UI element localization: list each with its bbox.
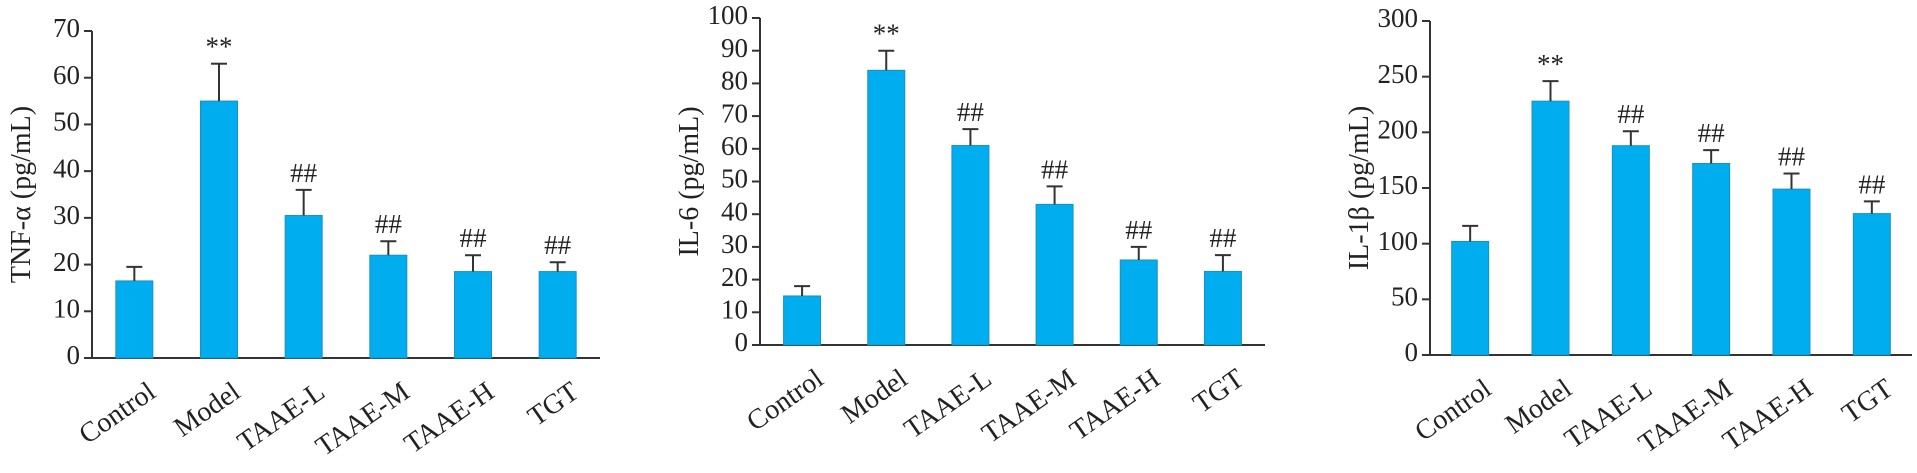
y-tick-label: 80 — [721, 66, 748, 96]
x-tick-label: TGT — [1188, 363, 1250, 420]
y-tick-label: 300 — [1378, 3, 1419, 33]
bar — [1451, 240, 1490, 356]
y-tick-label: 0 — [67, 340, 81, 370]
bar — [1852, 213, 1891, 356]
significance-label: ** — [206, 32, 233, 62]
significance-label: ## — [1778, 142, 1806, 172]
x-tick-label: Control — [73, 376, 161, 451]
y-tick-label: 90 — [721, 33, 748, 63]
bar — [369, 254, 408, 359]
y-axis-label: IL-6 (pg/mL) — [674, 106, 705, 256]
y-tick-label: 50 — [721, 164, 748, 194]
bar — [454, 271, 492, 359]
x-tick-label: TGT — [1836, 373, 1898, 430]
x-tick-label: TAAE-H — [1064, 363, 1165, 447]
y-axis-label: TNF-α (pg/mL) — [6, 106, 37, 283]
y-axis-label: IL-1β (pg/mL) — [1344, 106, 1375, 270]
significance-label: ## — [375, 209, 403, 239]
bar — [1692, 163, 1731, 356]
bar — [200, 100, 238, 359]
bar — [1203, 270, 1242, 346]
bar — [1119, 259, 1158, 346]
x-tick-label: Control — [1409, 373, 1497, 448]
y-tick-label: 50 — [1391, 282, 1418, 312]
bar — [115, 280, 154, 359]
y-tick-label: 200 — [1378, 115, 1419, 145]
y-tick-label: 250 — [1378, 59, 1419, 89]
y-tick-label: 60 — [53, 60, 80, 90]
y-tick-label: 10 — [53, 293, 80, 323]
x-tick-label: TAAE-H — [1717, 373, 1818, 457]
y-tick-label: 150 — [1378, 170, 1419, 200]
y-tick-label: 40 — [721, 196, 748, 226]
significance-label: ## — [1698, 118, 1726, 148]
y-tick-label: 20 — [721, 262, 748, 292]
bar — [867, 69, 906, 346]
y-tick-label: 0 — [735, 327, 749, 357]
y-tick-label: 100 — [1378, 226, 1419, 256]
y-tick-label: 40 — [53, 153, 80, 183]
y-tick-label: 100 — [708, 0, 749, 30]
y-tick-label: 70 — [53, 13, 80, 43]
bar — [1531, 100, 1570, 356]
significance-label: ## — [290, 158, 318, 188]
significance-label: ## — [1125, 215, 1153, 245]
significance-label: ## — [1617, 99, 1645, 129]
x-tick-label: TAAE-M — [976, 363, 1081, 450]
y-tick-label: 30 — [53, 200, 80, 230]
significance-label: ## — [544, 230, 572, 260]
significance-label: ** — [873, 19, 900, 49]
bar — [284, 215, 323, 359]
bar — [783, 295, 822, 346]
x-tick-label: Control — [741, 363, 829, 438]
bar — [1611, 145, 1650, 356]
x-tick-label: TGT — [522, 376, 584, 433]
significance-label: ** — [1537, 49, 1564, 79]
y-tick-label: 50 — [53, 107, 80, 137]
x-tick-label: TAAE-M — [310, 376, 415, 463]
y-tick-label: 0 — [1405, 337, 1419, 367]
y-tick-label: 60 — [721, 131, 748, 161]
bar — [1772, 188, 1811, 356]
x-tick-label: TAAE-H — [399, 376, 500, 460]
significance-label: ## — [957, 97, 985, 127]
significance-label: ## — [1858, 169, 1886, 199]
significance-label: ## — [1041, 154, 1069, 184]
y-tick-label: 20 — [53, 247, 80, 277]
significance-label: ## — [1209, 223, 1237, 253]
bar — [951, 145, 990, 346]
y-tick-label: 70 — [721, 98, 748, 128]
significance-label: ## — [460, 223, 488, 253]
bar — [1035, 203, 1074, 346]
y-tick-label: 10 — [721, 295, 748, 325]
y-tick-label: 30 — [721, 229, 748, 259]
bar — [538, 271, 577, 359]
